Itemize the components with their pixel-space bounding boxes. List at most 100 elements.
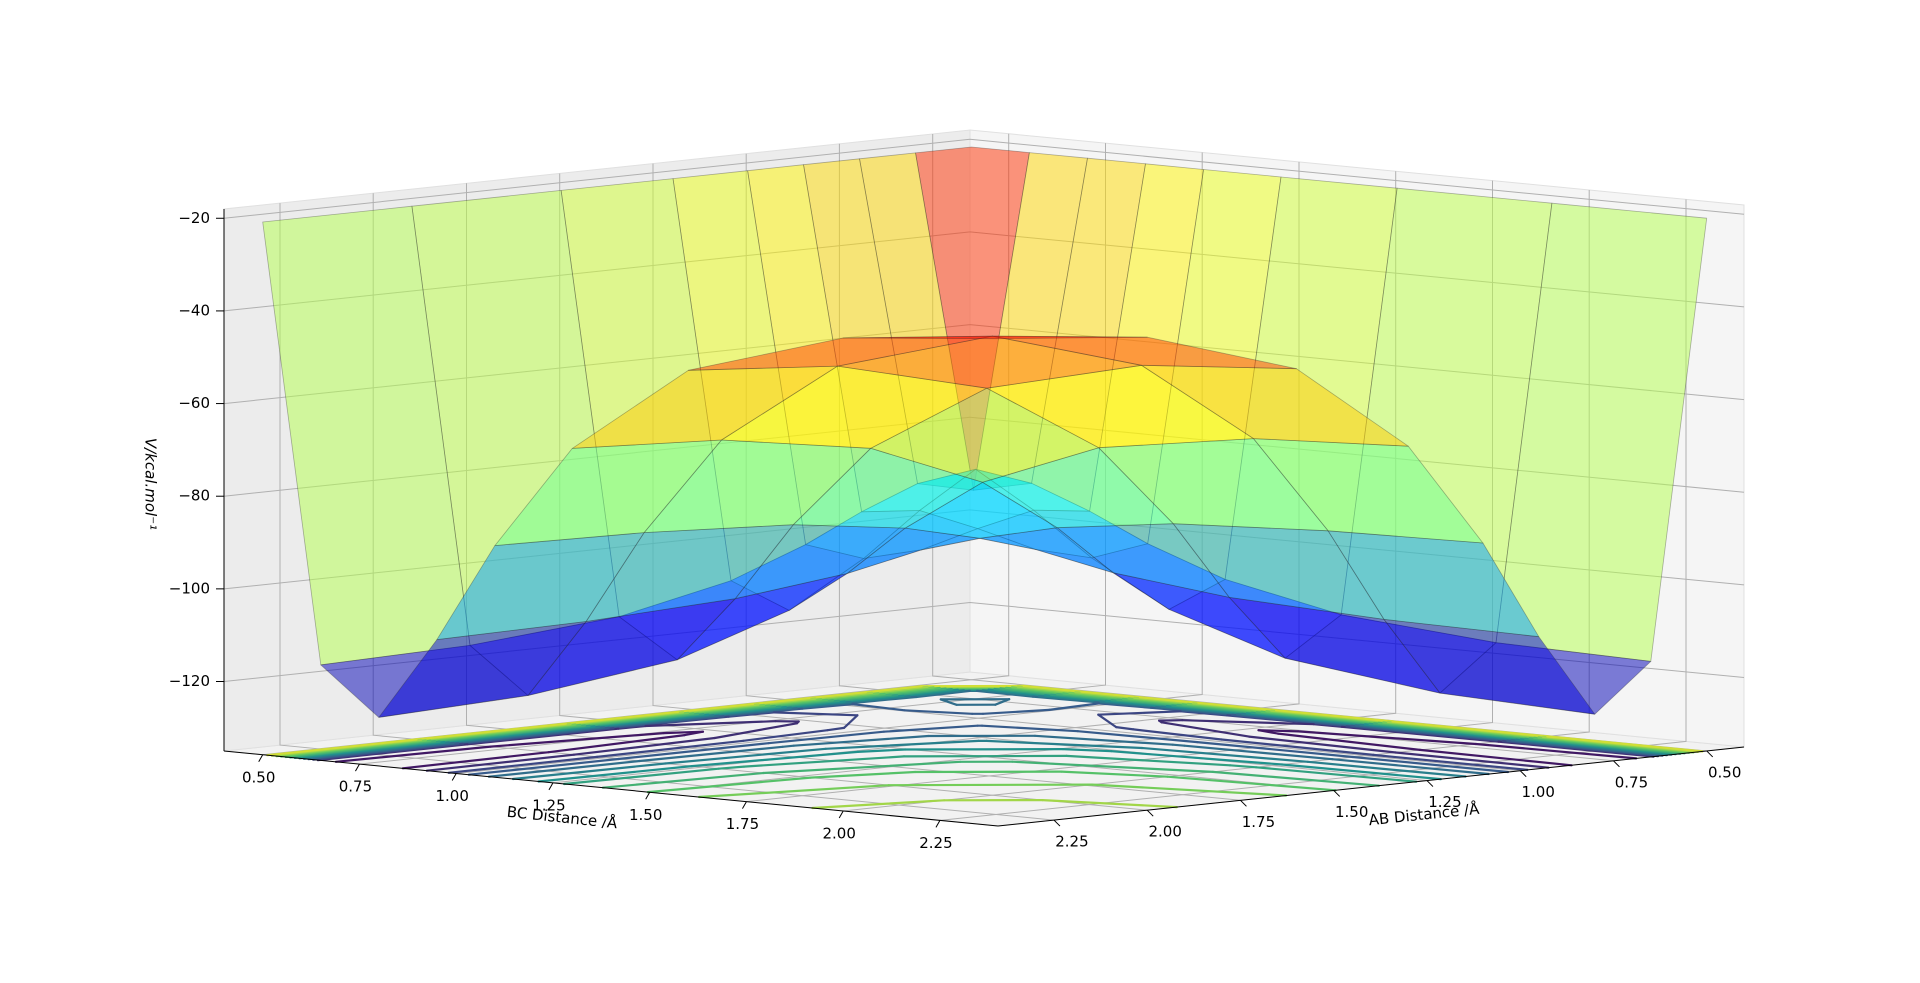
contour-segment: [887, 783, 1094, 787]
contour-segment: [1196, 740, 1355, 759]
contour-segment: [994, 698, 1011, 706]
contour-segment: [1171, 743, 1186, 747]
contour-segment: [1033, 734, 1174, 746]
contour-segment: [1110, 750, 1284, 766]
y-tick: [258, 754, 264, 762]
contour-segment: [1280, 763, 1442, 781]
contour-segment: [1418, 748, 1573, 767]
contour-segment: [1091, 783, 1288, 797]
contour-segment: [811, 799, 946, 810]
contour-segment: [908, 689, 966, 698]
contour-segment: [902, 754, 1068, 758]
contour-segment: [1372, 753, 1529, 772]
y-tick: [548, 782, 554, 791]
contour-segment: [1065, 754, 1232, 767]
x-tick-label: 1.50: [1335, 803, 1368, 821]
x-tick: [1146, 809, 1154, 817]
y-tick-label: 1.50: [629, 806, 662, 824]
x-tick: [1333, 790, 1341, 797]
contour-segment: [792, 734, 930, 747]
y-tick: [451, 773, 457, 781]
contour-segment: [266, 738, 418, 757]
contour-segment: [511, 762, 667, 781]
x-tick: [1426, 780, 1434, 787]
contour-segment: [1076, 730, 1199, 744]
z-axis-label: V/kcal.mol⁻¹: [142, 438, 160, 530]
contour-segment: [690, 750, 859, 768]
y-tick-label: 2.25: [919, 834, 952, 852]
contour-segment: [981, 689, 1041, 698]
contour-segment: [547, 733, 686, 754]
contour-segment: [1022, 684, 1083, 693]
contour-segment: [683, 730, 705, 737]
contour-segment: [882, 724, 979, 733]
contour-segment: [664, 747, 827, 765]
contour-segment: [467, 757, 620, 776]
contour-segment: [870, 685, 929, 694]
z-tick-label: −20: [178, 209, 210, 227]
y-tick-label: 1.75: [726, 815, 759, 833]
contour-segment: [831, 693, 893, 702]
contour-segment: [1097, 710, 1182, 716]
contour-segment: [993, 687, 1053, 696]
contour-segment: [1276, 732, 1422, 752]
contour-segment: [1056, 693, 1119, 701]
contour-segment: [1049, 693, 1113, 702]
contour-segment: [334, 745, 492, 763]
y-tick: [935, 820, 941, 828]
contour-segment: [489, 731, 665, 748]
contour-segment: [1041, 798, 1179, 809]
contour-segment: [1228, 764, 1258, 769]
contour-segment: [1068, 691, 1130, 700]
y-tick-label: 1.25: [532, 796, 565, 814]
y-tick: [742, 801, 747, 809]
contour-segment: [1132, 728, 1223, 741]
x-axis-label: AB Distance /Å: [1368, 799, 1481, 830]
contour-segment: [975, 689, 1035, 698]
x-tick: [1053, 819, 1061, 827]
contour-segment: [1351, 755, 1510, 774]
contour-segment: [1010, 686, 1071, 695]
contour-segment: [447, 755, 599, 774]
y-tick: [645, 792, 651, 800]
contour-segment: [1211, 770, 1381, 787]
contour-segment: [564, 710, 680, 725]
contour-segment: [1247, 735, 1397, 754]
z-tick-label: −120: [169, 672, 210, 690]
contour-segment: [1474, 742, 1638, 760]
contour-segment: [1080, 690, 1142, 699]
contour-segment: [808, 691, 867, 700]
contour-segment: [487, 759, 641, 778]
contour-segment: [903, 709, 974, 715]
contour-segment: [856, 748, 907, 754]
contour-segment: [537, 764, 694, 783]
contour-segment: [697, 784, 890, 799]
x-axis-line: [997, 746, 1745, 827]
contour-segment: [855, 695, 918, 704]
x-tick: [1706, 750, 1714, 758]
z-tick-label: −40: [178, 301, 210, 319]
contour-segment: [842, 714, 859, 730]
contour-segment: [1062, 692, 1125, 701]
y-tick: [355, 763, 360, 772]
contour-segment: [415, 722, 568, 741]
contour-segment: [1115, 725, 1135, 731]
contour-segment: [981, 708, 1051, 715]
x-tick-label: 0.50: [1708, 763, 1741, 781]
contour-segment: [1183, 744, 1334, 761]
contour-segment: [595, 739, 745, 759]
z-tick-label: −60: [178, 394, 210, 412]
contour-segment: [1166, 775, 1337, 792]
contour-segment: [1296, 730, 1478, 746]
contour-segment: [939, 698, 958, 706]
contour-segment: [889, 687, 947, 696]
contour-segment: [779, 699, 840, 708]
grid-line: [279, 203, 1055, 821]
contour-segment: [762, 760, 962, 775]
x-tick-label: 2.25: [1055, 833, 1088, 851]
contour-segment: [843, 694, 905, 703]
x-tick: [1613, 760, 1620, 768]
contour-segment: [864, 685, 923, 694]
surface: [262, 146, 1708, 718]
contour-segment: [1097, 713, 1118, 729]
